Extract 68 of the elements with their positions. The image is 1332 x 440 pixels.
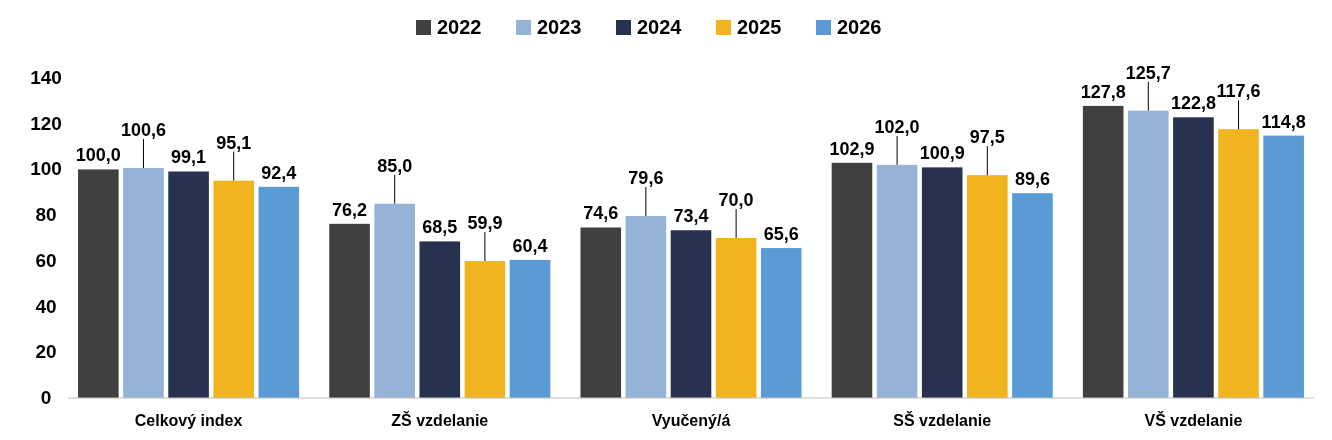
bar bbox=[1173, 117, 1214, 398]
data-label: 100,0 bbox=[75, 145, 121, 166]
data-label: 65,6 bbox=[763, 224, 799, 245]
bar bbox=[1082, 105, 1124, 398]
bar bbox=[1128, 110, 1169, 398]
bar bbox=[625, 216, 667, 398]
x-tick-label: SŠ vzdelanie bbox=[893, 411, 992, 429]
bar bbox=[967, 175, 1008, 398]
data-label: 92,4 bbox=[261, 162, 297, 183]
bar bbox=[329, 223, 370, 398]
x-tick-label: Celkový index bbox=[134, 412, 243, 429]
bar bbox=[876, 164, 918, 398]
data-label: 102,0 bbox=[874, 116, 920, 137]
data-label: 74,6 bbox=[583, 203, 619, 224]
bar bbox=[715, 238, 757, 398]
data-label: 127,8 bbox=[1080, 81, 1126, 102]
legend-label: 2026 bbox=[837, 16, 882, 38]
data-label: 100,6 bbox=[120, 120, 166, 141]
bar bbox=[1012, 193, 1053, 398]
data-label: 95,1 bbox=[216, 132, 252, 153]
data-label: 114,8 bbox=[1261, 111, 1306, 132]
bar bbox=[580, 227, 622, 398]
y-tick-label: 0 bbox=[40, 387, 52, 408]
y-tick-label: 120 bbox=[30, 112, 62, 134]
legend-label: 2024 bbox=[637, 16, 683, 38]
data-label: 70,0 bbox=[718, 190, 754, 210]
bar bbox=[921, 167, 963, 398]
x-tick-label: VŠ vzdelanie bbox=[1144, 411, 1243, 429]
bar bbox=[509, 259, 551, 398]
data-label: 73,4 bbox=[673, 206, 709, 227]
y-tick-label: 20 bbox=[35, 341, 57, 363]
y-tick-label: 140 bbox=[30, 67, 62, 88]
bar bbox=[123, 168, 164, 398]
bar bbox=[258, 186, 300, 398]
data-label: 59,9 bbox=[467, 213, 503, 234]
legend-label: 2025 bbox=[737, 16, 782, 38]
x-tick-label: ZŠ vzdelanie bbox=[391, 411, 489, 429]
data-label: 99,1 bbox=[171, 147, 207, 168]
bar bbox=[464, 261, 506, 398]
bar bbox=[831, 162, 873, 398]
data-label: 122,8 bbox=[1170, 93, 1216, 114]
y-tick-label: 80 bbox=[35, 204, 57, 226]
y-tick-label: 100 bbox=[30, 158, 62, 180]
y-tick-label: 40 bbox=[35, 295, 57, 317]
data-label: 79,6 bbox=[628, 168, 664, 189]
data-label: 85,0 bbox=[377, 155, 413, 176]
data-label: 117,6 bbox=[1216, 81, 1261, 102]
data-label: 100,9 bbox=[919, 143, 965, 164]
bar bbox=[1263, 135, 1304, 398]
bar bbox=[78, 169, 119, 398]
bar bbox=[670, 230, 712, 398]
bar bbox=[419, 241, 461, 398]
legend-label: 2022 bbox=[437, 16, 482, 38]
bar bbox=[168, 171, 209, 398]
data-label: 76,2 bbox=[332, 199, 368, 220]
data-label: 125,7 bbox=[1125, 62, 1171, 83]
legend-label: 2023 bbox=[537, 16, 582, 38]
data-label: 102,9 bbox=[829, 138, 875, 159]
data-label: 68,5 bbox=[422, 217, 458, 238]
x-tick-label: Vyučený/á bbox=[651, 412, 731, 429]
bar bbox=[1218, 129, 1259, 398]
data-label: 60,4 bbox=[512, 235, 548, 256]
y-tick-label: 60 bbox=[35, 249, 57, 271]
bar bbox=[374, 203, 415, 398]
data-label: 89,6 bbox=[1014, 169, 1050, 190]
bar bbox=[760, 248, 802, 398]
bar bbox=[213, 180, 254, 398]
data-label: 97,5 bbox=[969, 127, 1005, 148]
